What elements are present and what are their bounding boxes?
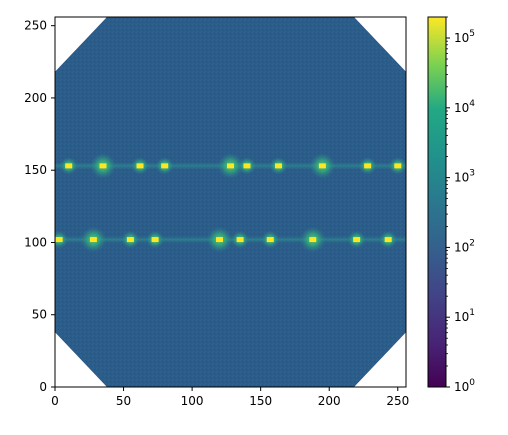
spot-core [353, 237, 361, 243]
colorbar-tick-label: 100 [454, 378, 475, 394]
colorbar-tick-label: 103 [454, 169, 475, 185]
colorbar-tick-label: 102 [454, 238, 475, 254]
x-tick-label: 200 [318, 394, 341, 408]
detector-background [55, 17, 406, 387]
spot-core [99, 163, 107, 169]
spot-core [384, 237, 392, 243]
x-tick-label: 50 [116, 394, 131, 408]
x-tick-label: 100 [181, 394, 204, 408]
spot-core [274, 163, 282, 169]
spot-core [266, 237, 274, 243]
spot-core [151, 237, 159, 243]
colorbar-gradient [427, 16, 447, 388]
spot-core [216, 237, 224, 243]
spot-group [55, 152, 406, 253]
spot-core [227, 163, 234, 169]
colorbar-tick-label: 101 [454, 308, 475, 324]
plot-area [55, 17, 406, 387]
spot-core [309, 237, 317, 243]
y-tick-label: 100 [24, 235, 47, 249]
y-tick-label: 150 [24, 163, 47, 177]
spot-core [243, 163, 251, 169]
y-axis: 0 50 100 150 200 250 [24, 19, 55, 394]
colorbar-tick-label: 104 [454, 99, 475, 115]
colorbar: 100 101 102 103 104 105 [427, 16, 475, 394]
spot-core [364, 163, 372, 169]
y-tick-label: 0 [39, 380, 47, 394]
x-axis: 0 50 100 150 200 250 [51, 387, 409, 408]
spot-core [318, 163, 326, 169]
spot-core [65, 163, 73, 169]
y-tick-label: 50 [32, 308, 47, 322]
spot-core [236, 237, 244, 243]
spot-core [89, 237, 97, 243]
y-tick-label: 200 [24, 91, 47, 105]
axes-frame [54, 16, 407, 388]
spot-core [136, 163, 144, 169]
spot-core [126, 237, 134, 243]
spot-core [55, 237, 63, 243]
colorbar-tick-label: 105 [454, 29, 475, 45]
x-tick-label: 0 [51, 394, 59, 408]
y-tick-label: 250 [24, 19, 47, 33]
colorbar-ticks: 100 101 102 103 104 105 [446, 16, 475, 394]
x-tick-label: 150 [249, 394, 272, 408]
spot-core [394, 163, 402, 169]
spot-core [161, 163, 169, 169]
x-tick-label: 250 [386, 394, 409, 408]
